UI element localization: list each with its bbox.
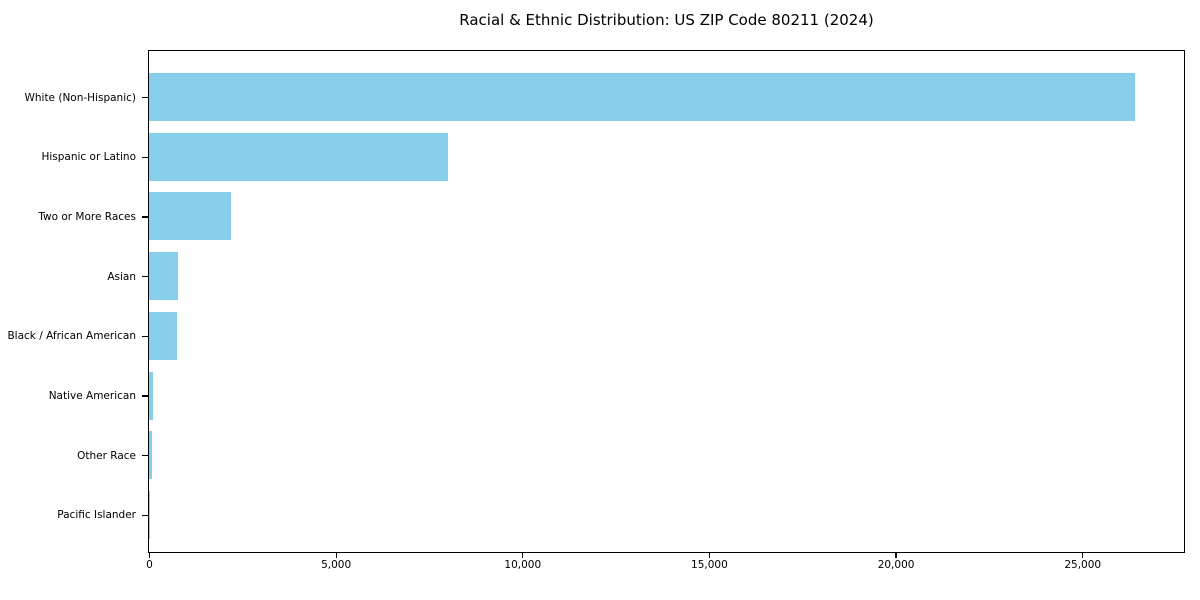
y-tick-label: Native American [48,390,136,402]
y-tick-label: White (Non-Hispanic) [24,91,136,104]
y-tick-mark [142,514,148,517]
x-tick-mark [895,553,897,558]
x-tick-mark [1082,553,1084,558]
y-tick-mark [142,335,148,337]
x-tick-label: 0 [146,559,153,571]
x-tick-label: 20,000 [877,559,915,571]
y-tick-label: Two or More Races [38,210,136,223]
x-tick-label: 10,000 [504,559,542,571]
bar-hispanic-or-latino [149,132,448,181]
y-tick-label: Asian [107,270,136,283]
x-tick-mark [522,553,524,558]
y-tick-label: Hispanic or Latino [41,151,136,164]
bar-black-african-american [149,311,178,360]
y-tick-mark [142,276,148,278]
y-tick-label: Other Race [77,449,136,462]
x-tick-label: 15,000 [691,559,728,571]
bar-other-race [149,431,152,480]
x-tick-label: 25,000 [1064,559,1102,571]
y-tick-label: Pacific Islander [57,509,136,522]
y-tick-mark [142,216,148,218]
bar-two-or-more-races [149,192,232,241]
y-tick-mark [142,156,148,158]
y-tick-mark [142,455,148,457]
y-tick-mark [142,395,148,397]
bar-white-non-hispanic [149,73,1136,121]
x-tick-mark [148,553,151,558]
x-tick-mark [335,553,337,558]
plot-area [148,50,1185,553]
bar-asian [149,252,179,301]
x-tick-label: 5,000 [321,559,352,571]
bar-native-american [149,371,154,420]
chart-title: Racial & Ethnic Distribution: US ZIP Cod… [459,11,874,29]
y-tick-label: Black / African American [7,330,136,343]
x-tick-mark [708,553,711,558]
y-tick-mark [142,96,148,99]
bar-pacific-islander [149,490,150,539]
